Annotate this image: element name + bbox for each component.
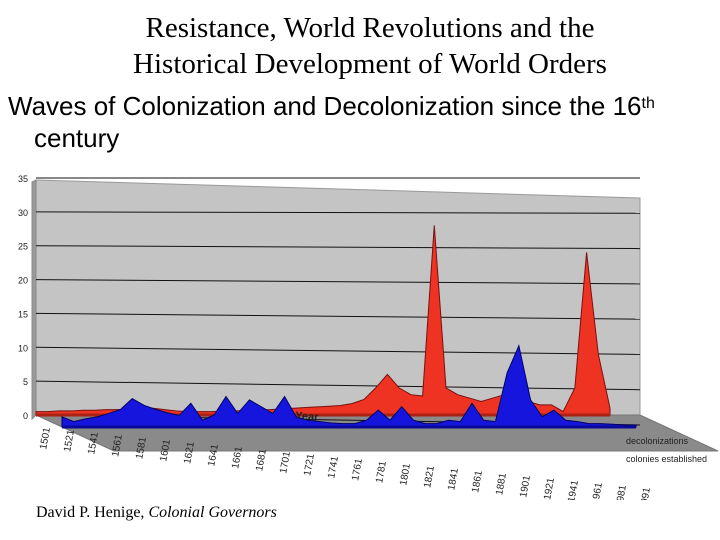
x-tick-label: 1621 [182, 441, 197, 465]
x-tick-label: 1521 [62, 429, 77, 453]
y-tick-label: 10 [18, 343, 28, 353]
x-tick-label: 1901 [518, 474, 533, 498]
y-gridline [35, 312, 641, 320]
credit-author: David P. Henige, [36, 504, 149, 521]
x-tick-label: 1661 [230, 445, 245, 469]
x-tick-label: 1541 [86, 431, 101, 455]
x-tick-label: 1961 [590, 481, 605, 500]
colonization-chart: 0 5 10 15 20 25 30 35 decolonizations colonies es… [18, 174, 719, 500]
x-tick-label: 1991 [638, 486, 653, 500]
series-label-1: colonies established [626, 454, 707, 464]
slide-title-line-1: Resistance, World Revolutions and the [145, 12, 595, 44]
y-gridline [35, 380, 641, 391]
subtitle-line-2: century [34, 123, 120, 153]
x-tick-label: 1821 [422, 465, 437, 489]
x-tick-label: 1841 [446, 467, 461, 491]
source-credit: David P. Henige, Colonial Governors [36, 504, 277, 522]
series-area-colonies-established [61, 344, 637, 428]
y-gridline [35, 279, 641, 285]
x-tick-label: 1581 [134, 436, 149, 460]
y-tick-label: 5 [23, 377, 28, 387]
x-tick-label: 1741 [326, 455, 341, 479]
y-gridline [35, 245, 641, 250]
y-tick-label: 0 [23, 411, 28, 421]
x-tick-label: 1561 [110, 433, 125, 457]
x-tick-label: 1701 [278, 450, 293, 474]
x-tick-label: 1801 [398, 462, 413, 486]
x-tick-label: 1641 [206, 443, 221, 467]
chart-side-wall [31, 179, 37, 421]
slide-title: Resistance, World Revolutions and the Hi… [0, 10, 720, 82]
subtitle-line-1: Waves of Colonization and Decolonization… [8, 91, 642, 121]
x-tick-label: 1721 [302, 453, 317, 477]
x-tick-label: 1941 [566, 479, 581, 500]
series-label-0: decolonizations [626, 436, 689, 446]
y-tick-label: 20 [18, 276, 28, 286]
y-tick-label: 30 [18, 208, 28, 218]
x-tick-label: 1601 [158, 438, 173, 462]
x-tick-label: 1881 [494, 472, 509, 496]
x-tick-label: 1921 [542, 477, 557, 500]
slide-title-line-2: Historical Development of World Orders [133, 48, 607, 80]
chart-back-wall [35, 179, 641, 416]
subtitle-superscript: th [641, 95, 655, 112]
y-tick-label: 15 [18, 309, 28, 319]
x-tick-label: 1681 [254, 448, 269, 472]
x-axis-label: Year [295, 410, 320, 424]
credit-work: Colonial Governors [148, 504, 277, 521]
y-tick-label: 25 [18, 242, 28, 252]
slide-subtitle: Waves of Colonization and Decolonization… [8, 90, 718, 154]
x-tick-label: 1501 [38, 426, 53, 450]
x-tick-label: 1761 [350, 457, 365, 481]
x-tick-label: 1861 [470, 469, 485, 493]
x-tick-label: 1781 [374, 460, 389, 484]
y-tick-label: 35 [18, 174, 28, 184]
y-gridline [35, 211, 641, 214]
x-tick-label: 1981 [614, 484, 629, 500]
y-gridline [35, 346, 641, 355]
